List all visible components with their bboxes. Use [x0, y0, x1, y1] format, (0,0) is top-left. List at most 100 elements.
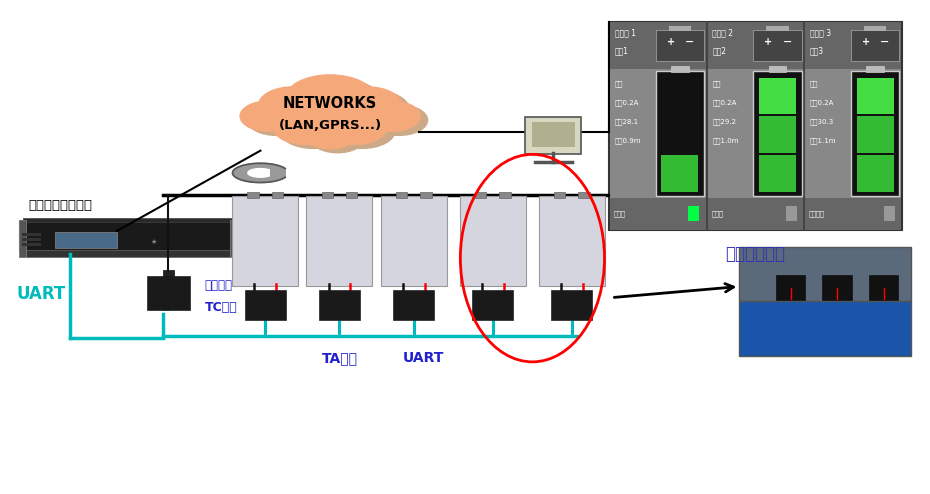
FancyBboxPatch shape [708, 198, 804, 230]
FancyBboxPatch shape [610, 69, 706, 198]
Text: NETWORKS: NETWORKS [283, 96, 378, 111]
Text: −: − [881, 37, 890, 47]
FancyBboxPatch shape [768, 66, 787, 72]
FancyBboxPatch shape [322, 192, 333, 198]
Text: 电流0.2A: 电流0.2A [810, 99, 834, 106]
Circle shape [329, 114, 395, 148]
FancyBboxPatch shape [19, 220, 26, 257]
FancyBboxPatch shape [805, 22, 901, 69]
FancyBboxPatch shape [851, 71, 899, 196]
FancyBboxPatch shape [884, 206, 895, 221]
FancyBboxPatch shape [393, 290, 434, 320]
FancyBboxPatch shape [822, 275, 852, 300]
Circle shape [247, 105, 305, 135]
FancyBboxPatch shape [753, 71, 802, 196]
FancyBboxPatch shape [459, 196, 526, 286]
FancyBboxPatch shape [688, 206, 699, 221]
Text: 地址： 2: 地址： 2 [712, 29, 734, 38]
FancyBboxPatch shape [420, 192, 432, 198]
Text: 充电中: 充电中 [614, 210, 626, 217]
FancyBboxPatch shape [475, 192, 486, 198]
Text: −: − [783, 37, 792, 47]
Circle shape [272, 110, 339, 144]
Circle shape [370, 105, 428, 135]
FancyBboxPatch shape [22, 233, 41, 236]
Text: 电池3: 电池3 [810, 46, 824, 55]
Text: −: − [685, 37, 695, 47]
Text: +: + [667, 37, 675, 47]
FancyBboxPatch shape [538, 196, 605, 286]
FancyBboxPatch shape [247, 192, 259, 198]
FancyBboxPatch shape [525, 117, 581, 154]
FancyBboxPatch shape [656, 71, 704, 196]
Circle shape [240, 101, 298, 131]
FancyBboxPatch shape [708, 69, 804, 198]
FancyBboxPatch shape [766, 26, 789, 32]
FancyBboxPatch shape [609, 22, 902, 230]
Text: 电池2: 电池2 [712, 46, 726, 55]
FancyBboxPatch shape [857, 117, 894, 153]
Circle shape [303, 121, 357, 149]
FancyBboxPatch shape [23, 218, 232, 222]
FancyBboxPatch shape [753, 71, 802, 196]
Text: TA模块: TA模块 [322, 351, 357, 365]
Text: 已充满: 已充满 [711, 210, 724, 217]
FancyBboxPatch shape [55, 232, 117, 248]
Circle shape [293, 79, 382, 126]
Text: ★: ★ [151, 239, 157, 245]
FancyBboxPatch shape [551, 290, 592, 320]
Text: 温度29.2: 温度29.2 [712, 118, 737, 125]
FancyBboxPatch shape [307, 196, 372, 286]
Text: 电池1: 电池1 [615, 46, 629, 55]
FancyBboxPatch shape [739, 247, 911, 301]
Text: 环境动力监控主机: 环境动力监控主机 [28, 200, 92, 212]
Polygon shape [248, 168, 270, 177]
FancyBboxPatch shape [272, 192, 283, 198]
FancyBboxPatch shape [864, 26, 886, 32]
FancyBboxPatch shape [610, 198, 706, 230]
FancyBboxPatch shape [708, 22, 804, 69]
Text: 电流0.2A: 电流0.2A [712, 99, 737, 106]
Text: 内阃1.0m: 内阃1.0m [712, 137, 738, 144]
Circle shape [332, 87, 402, 124]
Circle shape [322, 110, 388, 144]
FancyBboxPatch shape [22, 238, 41, 241]
FancyBboxPatch shape [857, 78, 894, 115]
FancyBboxPatch shape [739, 301, 911, 356]
Circle shape [280, 114, 346, 148]
FancyBboxPatch shape [319, 290, 360, 320]
FancyBboxPatch shape [786, 206, 797, 221]
FancyBboxPatch shape [669, 26, 691, 32]
FancyBboxPatch shape [19, 220, 237, 251]
FancyBboxPatch shape [851, 71, 899, 196]
FancyBboxPatch shape [656, 31, 704, 61]
FancyBboxPatch shape [163, 270, 174, 276]
Text: +: + [764, 37, 773, 47]
Text: +: + [862, 37, 870, 47]
FancyBboxPatch shape [656, 71, 704, 196]
FancyBboxPatch shape [346, 192, 357, 198]
Text: (LAN,GPRS...): (LAN,GPRS...) [279, 120, 381, 132]
FancyBboxPatch shape [19, 250, 237, 257]
FancyBboxPatch shape [554, 192, 565, 198]
Text: 地址： 3: 地址： 3 [810, 29, 831, 38]
Text: 温度30.3: 温度30.3 [810, 118, 834, 125]
Text: 电池过冲: 电池过冲 [809, 210, 825, 217]
FancyBboxPatch shape [866, 66, 884, 72]
FancyBboxPatch shape [381, 196, 446, 286]
FancyBboxPatch shape [776, 275, 805, 300]
Text: TC模块: TC模块 [205, 301, 237, 314]
Text: 内阃0.9m: 内阃0.9m [615, 137, 641, 144]
FancyBboxPatch shape [147, 276, 190, 310]
FancyBboxPatch shape [499, 192, 511, 198]
Circle shape [266, 91, 336, 128]
Circle shape [259, 87, 328, 124]
FancyBboxPatch shape [396, 192, 407, 198]
Text: 内阃1.1m: 内阃1.1m [810, 137, 836, 144]
Circle shape [311, 124, 365, 153]
FancyBboxPatch shape [759, 117, 796, 153]
Circle shape [339, 91, 409, 128]
FancyBboxPatch shape [661, 155, 698, 192]
FancyBboxPatch shape [532, 122, 575, 147]
Text: UART: UART [17, 285, 66, 303]
